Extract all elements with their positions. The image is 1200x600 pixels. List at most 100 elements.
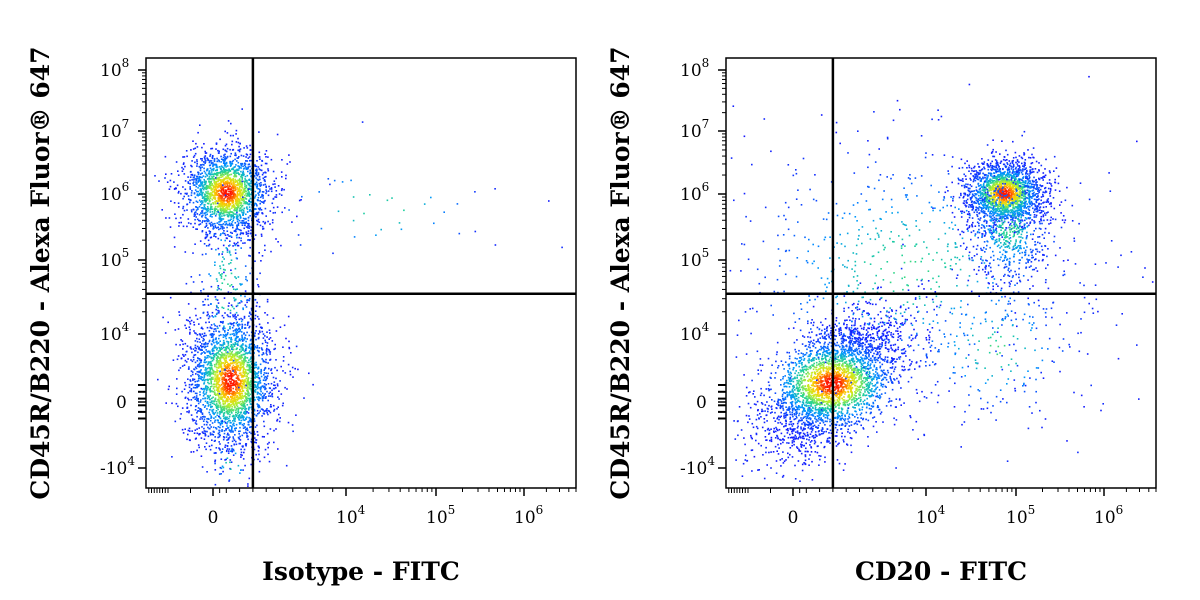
- event-dot: [250, 432, 252, 435]
- event-dot: [266, 300, 269, 303]
- event-dot: [220, 158, 223, 160]
- event-dot: [236, 367, 239, 369]
- event-dot: [217, 327, 219, 329]
- event-dot: [225, 337, 227, 340]
- event-dot: [234, 369, 236, 371]
- event-dot: [268, 338, 270, 340]
- event-dot: [212, 186, 215, 188]
- event-dot: [238, 379, 241, 381]
- event-dot: [168, 217, 171, 219]
- event-dot: [224, 372, 227, 374]
- event-dot: [255, 194, 257, 196]
- event-dot: [231, 187, 233, 189]
- event-dot: [227, 305, 230, 307]
- event-dot: [224, 335, 227, 338]
- event-dot: [258, 396, 260, 398]
- event-dot: [247, 412, 250, 414]
- event-dot: [222, 316, 225, 319]
- event-dot: [284, 372, 287, 374]
- event-dot: [238, 149, 241, 151]
- event-dot: [267, 372, 269, 375]
- event-dot: [246, 361, 249, 364]
- event-dot: [219, 373, 221, 375]
- event-dot: [201, 159, 203, 162]
- event-dot: [224, 149, 226, 152]
- event-dot: [267, 348, 270, 351]
- event-dot: [210, 360, 212, 363]
- event-dot: [276, 206, 279, 208]
- event-dot: [240, 167, 242, 169]
- event-dot: [223, 297, 226, 299]
- event-dot: [249, 385, 251, 388]
- event-dot: [222, 336, 225, 338]
- event-dot: [246, 301, 248, 304]
- event-dot: [229, 309, 232, 312]
- event-dot: [228, 364, 230, 366]
- event-dot: [248, 163, 251, 165]
- event-dot: [264, 162, 267, 165]
- event-dot: [249, 165, 251, 168]
- event-dot: [183, 195, 185, 198]
- event-dot: [233, 182, 235, 185]
- event-dot: [219, 363, 221, 366]
- event-dot: [244, 405, 246, 407]
- event-dot: [218, 203, 221, 206]
- event-dot: [199, 365, 202, 367]
- event-dot: [226, 249, 229, 251]
- event-dot: [260, 375, 263, 378]
- event-dot: [233, 354, 236, 356]
- event-dot: [229, 459, 232, 461]
- event-dot: [272, 206, 275, 209]
- event-dot: [248, 383, 251, 385]
- event-dot: [262, 412, 265, 415]
- event-dot: [203, 343, 206, 346]
- event-dot: [242, 401, 244, 403]
- event-dot: [214, 315, 217, 317]
- event-dot: [202, 163, 204, 166]
- event-dot: [217, 179, 220, 181]
- event-dot: [237, 415, 240, 417]
- event-dot: [219, 434, 221, 437]
- event-dot: [230, 336, 232, 339]
- event-dot: [207, 190, 209, 193]
- event-dot: [239, 439, 242, 441]
- event-dot: [238, 402, 241, 404]
- event-dot: [235, 209, 237, 212]
- event-dot: [239, 201, 242, 204]
- event-dot: [242, 369, 245, 372]
- event-dot: [206, 311, 209, 313]
- event-dot: [193, 215, 196, 217]
- event-dot: [298, 199, 301, 202]
- event-dot: [254, 364, 256, 366]
- event-dot: [256, 174, 259, 177]
- event-dot: [230, 214, 233, 216]
- event-dot: [237, 331, 240, 333]
- event-dot: [202, 416, 204, 418]
- event-dot: [231, 403, 233, 406]
- event-dot: [238, 167, 240, 170]
- event-dot: [494, 188, 496, 190]
- event-dot: [212, 334, 214, 336]
- event-dot: [254, 234, 257, 236]
- event-dot: [224, 234, 227, 236]
- event-dot: [215, 166, 218, 168]
- event-dot: [253, 408, 256, 411]
- event-dot: [198, 199, 201, 202]
- event-dot: [220, 277, 223, 279]
- event-dot: [204, 207, 206, 209]
- event-dot: [227, 204, 230, 207]
- event-dot: [234, 380, 236, 383]
- event-dot: [232, 436, 234, 438]
- event-dot: [219, 196, 222, 198]
- event-dot: [235, 396, 238, 399]
- event-dot: [219, 354, 222, 356]
- event-dot: [217, 408, 219, 411]
- event-dot: [221, 173, 223, 176]
- event-dot: [205, 378, 207, 381]
- event-dot: [260, 169, 263, 172]
- event-dot: [204, 226, 206, 228]
- event-dot: [226, 445, 229, 448]
- event-dot: [236, 368, 238, 371]
- event-dot: [212, 396, 214, 399]
- event-dot: [210, 180, 213, 183]
